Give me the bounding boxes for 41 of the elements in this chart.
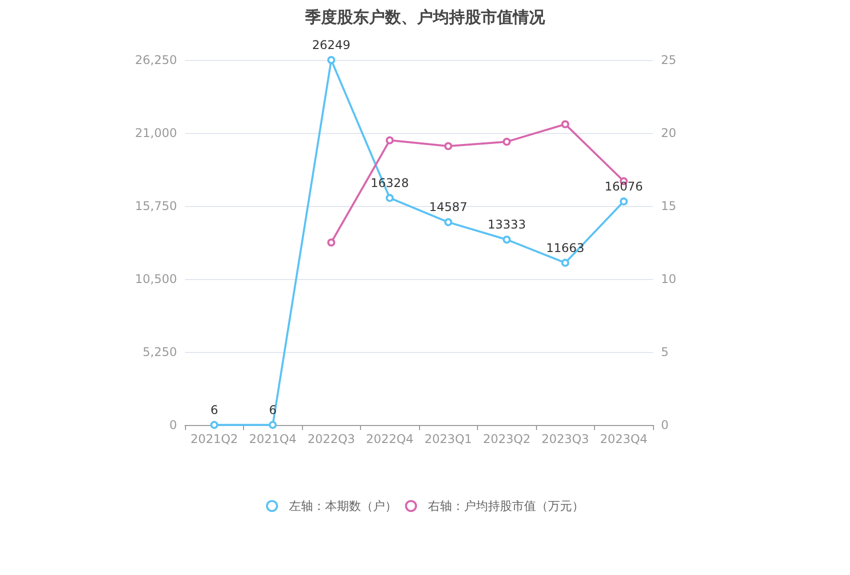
y2-tick-label: 10 xyxy=(661,272,676,286)
x-tick-label: 2023Q2 xyxy=(482,432,531,446)
point xyxy=(561,258,570,267)
data-label: 6 xyxy=(210,402,218,417)
chart-title: 季度股东户数、户均持股市值情况 xyxy=(304,8,546,26)
point xyxy=(502,236,511,244)
data-label: 26249 xyxy=(312,38,350,52)
y-tick-label: 10,500 xyxy=(135,272,177,286)
point xyxy=(386,194,394,202)
point xyxy=(502,138,511,146)
point xyxy=(268,420,277,429)
x-tick-label: 2023Q3 xyxy=(541,432,590,446)
data-label: 16076 xyxy=(604,179,643,194)
data-label: 14587 xyxy=(429,200,468,214)
point xyxy=(444,218,452,226)
y-tick-label: 26,250 xyxy=(135,53,177,67)
point xyxy=(210,420,218,429)
y2-tick-label: 20 xyxy=(661,126,676,140)
y2-tick-label: 0 xyxy=(661,418,669,432)
point xyxy=(327,56,336,64)
x-tick-label: 2022Q4 xyxy=(366,432,414,446)
y2-tick-label: 25 xyxy=(661,53,676,67)
point xyxy=(327,238,336,246)
x-tick-label: 2023Q4 xyxy=(600,432,648,446)
data-label: 13333 xyxy=(488,218,526,232)
legend-label: 右轴：户均持股市值（万元） xyxy=(428,499,584,513)
x-tick-label: 2023Q1 xyxy=(424,432,472,446)
y-tick-label: 21,000 xyxy=(135,126,177,140)
y2-tick-label: 5 xyxy=(661,345,669,359)
legend-label: 左轴：本期数（户） xyxy=(289,499,397,513)
y-tick-label: 5,250 xyxy=(142,345,177,359)
y2-tick-label: 15 xyxy=(661,199,676,213)
y-tick-label: 0 xyxy=(169,418,177,432)
point xyxy=(444,142,452,150)
point xyxy=(386,136,394,144)
point xyxy=(620,197,628,206)
x-tick-label: 2021Q2 xyxy=(190,432,238,446)
x-tick-label: 2021Q4 xyxy=(248,432,297,446)
point xyxy=(561,120,570,128)
y-tick-label: 15,750 xyxy=(135,199,177,213)
x-tick-label: 2022Q3 xyxy=(307,432,356,446)
